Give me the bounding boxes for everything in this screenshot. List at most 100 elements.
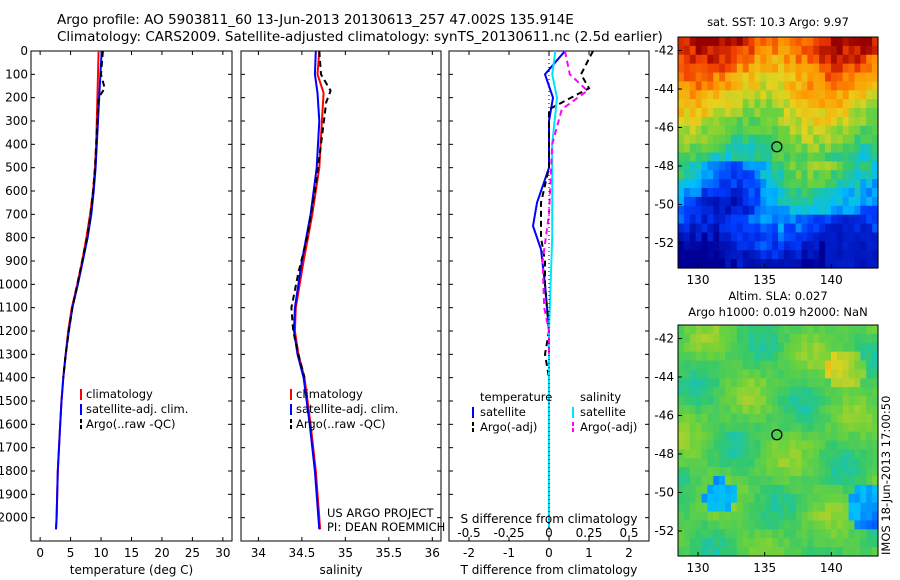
map-cell — [766, 360, 773, 371]
map-cell — [713, 63, 720, 74]
map-cell — [707, 378, 714, 388]
map-cell — [842, 196, 850, 207]
map-cell — [689, 547, 697, 557]
map-cell — [848, 360, 856, 371]
map-cell — [742, 325, 750, 335]
map-cell — [795, 196, 803, 207]
map-cell — [701, 152, 709, 162]
map-cell — [719, 108, 726, 118]
map-cell — [766, 81, 773, 91]
map-cell — [830, 170, 838, 180]
map-cell — [789, 259, 797, 269]
map-cell — [707, 476, 714, 486]
map-cell — [842, 108, 850, 118]
map-cell — [860, 223, 867, 234]
map-cell — [801, 422, 809, 433]
map-cell — [783, 99, 791, 109]
map-cell — [678, 493, 685, 504]
map-cell — [725, 413, 732, 424]
map-cell — [701, 90, 709, 100]
map-cell — [778, 484, 785, 495]
map-cell — [836, 152, 844, 162]
map-cell — [860, 161, 867, 171]
map-cell — [789, 241, 797, 251]
map-cell — [725, 125, 732, 136]
map-cell — [689, 241, 697, 251]
map-cell — [778, 170, 785, 180]
map-cell — [754, 45, 761, 56]
map-cell — [848, 502, 856, 513]
map-cell — [860, 54, 867, 65]
map-cell — [795, 493, 803, 504]
map-cell — [866, 90, 873, 100]
map-cell — [689, 529, 697, 539]
map-cell — [754, 250, 761, 260]
map-cell — [725, 223, 732, 234]
map-cell — [778, 188, 785, 198]
map-cell — [778, 45, 785, 56]
map-cell — [872, 458, 879, 468]
map-cell — [748, 333, 756, 344]
map-cell — [719, 449, 726, 459]
map-cell — [819, 223, 826, 234]
map-cell — [848, 458, 856, 468]
map-cell — [795, 63, 803, 74]
x-tick-label: 20 — [154, 546, 169, 560]
map-cell — [730, 529, 738, 539]
map-cell — [742, 241, 750, 251]
map-cell — [848, 205, 856, 216]
map-cell — [760, 431, 767, 442]
map-cell — [866, 449, 873, 459]
map-cell — [701, 396, 709, 406]
map-cell — [830, 467, 838, 477]
map-cell — [836, 241, 844, 251]
map-cell — [719, 196, 726, 207]
top-tick-label: -0.5 — [457, 526, 480, 540]
map-cell — [713, 37, 720, 47]
map-cell — [830, 250, 838, 260]
map-cell — [760, 520, 767, 530]
map-cell — [807, 108, 814, 118]
map-cell — [695, 538, 703, 548]
map-cell — [730, 511, 738, 522]
map-cell — [748, 431, 756, 442]
map-cell — [842, 493, 850, 504]
map-cell — [830, 214, 838, 225]
series-line-2 — [62, 50, 106, 378]
map-cell — [789, 116, 797, 127]
map-cell — [748, 232, 756, 242]
map-cell — [713, 205, 720, 216]
map-cell — [783, 214, 791, 225]
map-cell — [772, 422, 779, 433]
map-cell — [678, 547, 685, 557]
map-cell — [860, 37, 867, 47]
map-cell — [860, 511, 867, 522]
map-cell — [872, 369, 879, 379]
map-cell — [760, 45, 767, 56]
map-cell — [736, 378, 744, 388]
map-cell — [695, 223, 703, 234]
map-cell — [742, 422, 750, 433]
map-cell — [754, 179, 761, 189]
map-cell — [866, 369, 873, 379]
map-cell — [772, 214, 779, 225]
map-cell — [860, 413, 867, 424]
map-cell — [766, 378, 773, 388]
top-axis-label: S difference from climatology — [461, 512, 638, 526]
map-cell — [748, 378, 756, 388]
map-cell — [848, 179, 856, 189]
map-cell — [842, 413, 850, 424]
map-cell — [801, 54, 809, 65]
map-cell — [866, 179, 873, 189]
map-cell — [789, 99, 797, 109]
map-cell — [848, 170, 856, 180]
map-cell — [854, 108, 861, 118]
map-cell — [848, 333, 856, 344]
map-cell — [678, 396, 685, 406]
map-cell — [701, 259, 709, 269]
map-cell — [707, 161, 714, 171]
map-cell — [842, 547, 850, 557]
map-cell — [795, 134, 803, 145]
map-cell — [748, 116, 756, 127]
map-cell — [866, 241, 873, 251]
